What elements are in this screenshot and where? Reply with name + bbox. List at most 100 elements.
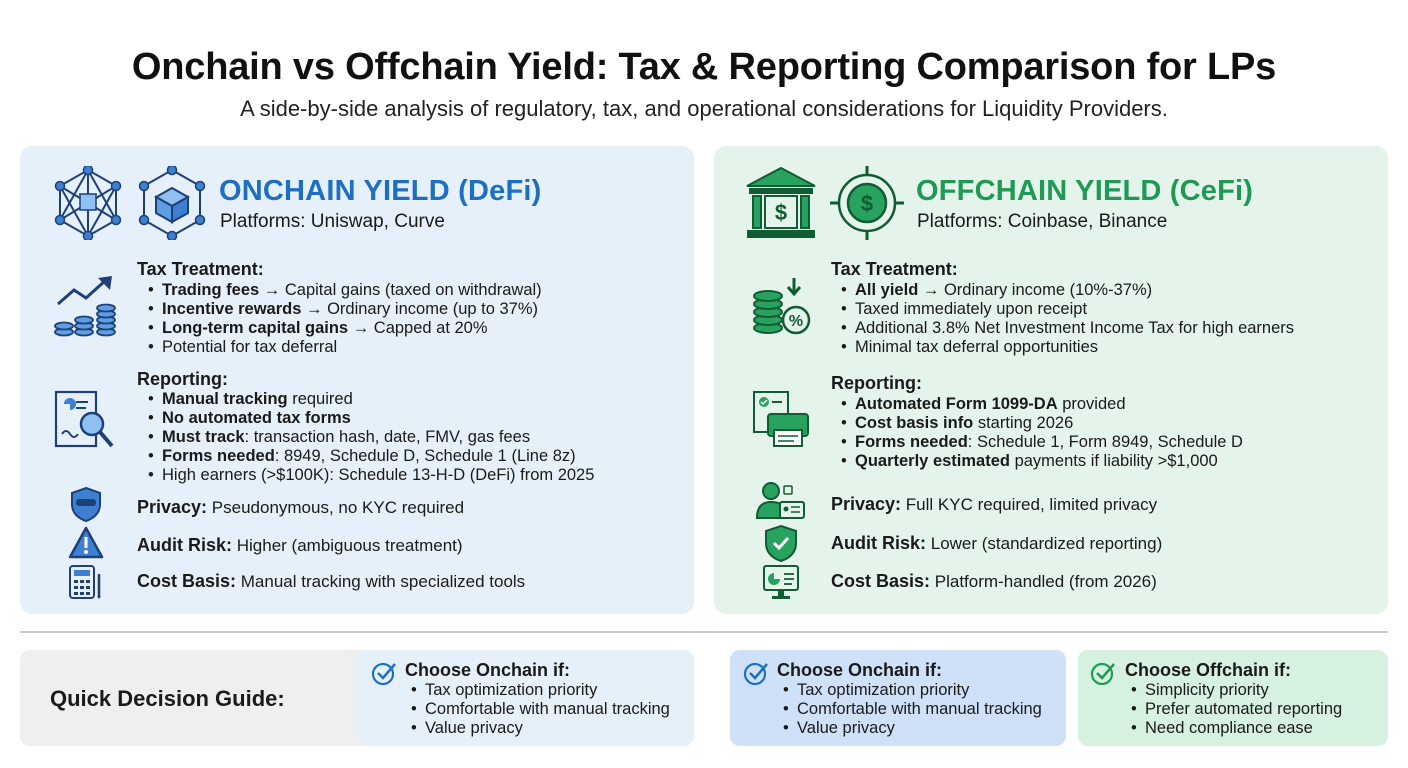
list-item-bold: Quarterly estimated [855, 452, 1010, 470]
onchain-tax-list: Trading fees → Capital gains (taxed on w… [148, 281, 542, 357]
onchain-cost-label: Cost Basis: [137, 571, 237, 591]
offchain-cost-value: Platform-handled (from 2026) [930, 572, 1157, 591]
list-item: Trading fees → Capital gains (taxed on w… [148, 281, 542, 300]
offchain-privacy-value: Full KYC required, limited privacy [901, 495, 1158, 514]
list-item: Value privacy [783, 719, 1042, 738]
svg-text:%: % [789, 313, 803, 330]
onchain-panel-title: ONCHAIN YIELD (DeFi) [219, 175, 542, 207]
list-item: Tax optimization priority [783, 681, 1042, 700]
page-title: Onchain vs Offchain Yield: Tax & Reporti… [131, 46, 1277, 88]
list-item-text: provided [1057, 395, 1126, 413]
check-shield-icon [764, 524, 798, 562]
offchain-cost-label: Cost Basis: [831, 571, 931, 591]
list-item-text: : transaction hash, date, FMV, gas fees [244, 428, 531, 446]
onchain-platforms: Platforms: Uniswap, Curve [220, 211, 445, 232]
coins-percent-icon: % [750, 276, 814, 338]
list-item-bold: Forms needed [162, 447, 275, 465]
list-item-text: → Ordinary income (up to 37%) [301, 300, 538, 318]
onchain-privacy-row: Privacy: Pseudonymous, no KYC required [137, 497, 464, 518]
list-item-bold: Trading fees [162, 281, 260, 299]
page-subtitle: A side-by-side analysis of regulatory, t… [240, 96, 1168, 121]
list-item: Value privacy [411, 719, 670, 738]
list-item-text: → Capped at 20% [348, 319, 488, 337]
check-circle-icon [1090, 660, 1116, 686]
check-circle-icon [743, 660, 769, 686]
blockchain-cube-icon [136, 166, 208, 240]
growth-chart-coins-icon [52, 276, 122, 338]
list-item-text: Minimal tax deferral opportunities [855, 338, 1099, 356]
list-item: Incentive rewards → Ordinary income (up … [148, 300, 542, 319]
list-item: Must track: transaction hash, date, FMV,… [148, 428, 594, 447]
list-item-bold: Must track [162, 428, 245, 446]
onchain-tax-heading: Tax Treatment: [137, 259, 264, 279]
list-item-bold: Incentive rewards [162, 300, 302, 318]
onchain-audit-label: Audit Risk: [137, 535, 233, 555]
list-item-text: starting 2026 [973, 414, 1074, 432]
list-item: No automated tax forms [148, 409, 594, 428]
offchain-privacy-row: Privacy: Full KYC required, limited priv… [831, 494, 1157, 515]
list-item-bold: Long-term capital gains [162, 319, 349, 337]
onchain-cost-row: Cost Basis: Manual tracking with special… [137, 571, 525, 592]
offchain-tax-heading: Tax Treatment: [831, 259, 958, 279]
list-item-text: → Ordinary income (10%-37%) [918, 281, 1153, 299]
list-item-bold: Forms needed [855, 433, 968, 451]
check-circle-icon [371, 660, 397, 686]
list-item: Simplicity priority [1131, 681, 1342, 700]
list-item-text: Taxed immediately upon receipt [855, 300, 1088, 318]
offchain-tax-list: All yield → Ordinary income (10%-37%)Tax… [841, 281, 1294, 357]
warning-triangle-icon [68, 526, 104, 560]
list-item: Potential for tax deferral [148, 338, 542, 357]
offchain-panel-title: OFFCHAIN YIELD (CeFi) [916, 175, 1254, 207]
list-item-text: : 8949, Schedule D, Schedule 1 (Line 8z) [274, 447, 576, 465]
list-item: Cost basis info starting 2026 [841, 414, 1243, 433]
list-item: Manual tracking required [148, 390, 594, 409]
list-item: Minimal tax deferral opportunities [841, 338, 1294, 357]
list-item: Comfortable with manual tracking [411, 700, 670, 719]
list-item-text: High earners (>$100K): Schedule 13-H-D (… [162, 466, 595, 484]
list-item: Automated Form 1099-DA provided [841, 395, 1243, 414]
list-item: Forms needed: 8949, Schedule D, Schedule… [148, 447, 594, 466]
offchain-audit-row: Audit Risk: Lower (standardized reportin… [831, 533, 1162, 554]
list-item-bold: No automated tax forms [162, 409, 351, 427]
decision-card-list: Tax optimization priorityComfortable wit… [411, 681, 670, 738]
offchain-panel [714, 146, 1388, 614]
list-item-bold: Manual tracking [162, 390, 288, 408]
offchain-reporting-list: Automated Form 1099-DA providedCost basi… [841, 395, 1243, 471]
offchain-audit-label: Audit Risk: [831, 533, 927, 553]
list-item: Quarterly estimated payments if liabilit… [841, 452, 1243, 471]
document-search-icon [52, 390, 118, 450]
list-item: Need compliance ease [1131, 719, 1342, 738]
list-item-bold: Automated Form 1099-DA [855, 395, 1058, 413]
offchain-cost-row: Cost Basis: Platform-handled (from 2026) [831, 571, 1157, 592]
list-item: High earners (>$100K): Schedule 13-H-D (… [148, 466, 594, 485]
list-item: Forms needed: Schedule 1, Form 8949, Sch… [841, 433, 1243, 452]
list-item: Taxed immediately upon receipt [841, 300, 1294, 319]
calculator-icon [68, 564, 104, 600]
onchain-privacy-value: Pseudonymous, no KYC required [207, 498, 465, 517]
bank-building-icon: $ [745, 166, 817, 240]
document-printer-icon [750, 390, 810, 448]
offchain-reporting-heading: Reporting: [831, 373, 922, 393]
list-item: All yield → Ordinary income (10%-37%) [841, 281, 1294, 300]
section-divider [20, 631, 1388, 633]
decision-card-heading: Choose Offchain if: [1125, 660, 1291, 680]
list-item-text: payments if liability >$1,000 [1009, 452, 1218, 470]
list-item: Tax optimization priority [411, 681, 670, 700]
list-item-text: : Schedule 1, Form 8949, Schedule D [967, 433, 1243, 451]
kyc-id-icon [756, 480, 806, 520]
masked-shield-icon [70, 486, 102, 522]
list-item-text: → Capital gains (taxed on withdrawal) [259, 281, 542, 299]
decision-card-heading: Choose Onchain if: [777, 660, 943, 680]
onchain-audit-value: Higher (ambiguous treatment) [232, 536, 463, 555]
list-item: Comfortable with manual tracking [783, 700, 1042, 719]
onchain-privacy-label: Privacy: [137, 497, 208, 517]
list-item: Prefer automated reporting [1131, 700, 1342, 719]
list-item-bold: All yield [855, 281, 919, 299]
svg-text:$: $ [861, 191, 873, 216]
onchain-audit-row: Audit Risk: Higher (ambiguous treatment) [137, 535, 463, 556]
list-item: Long-term capital gains → Capped at 20% [148, 319, 542, 338]
decision-card-list: Tax optimization priorityComfortable wit… [783, 681, 1042, 738]
list-item-text: Additional 3.8% Net Investment Income Ta… [855, 319, 1295, 337]
list-item-text: Potential for tax deferral [162, 338, 338, 356]
network-icon [52, 166, 124, 240]
